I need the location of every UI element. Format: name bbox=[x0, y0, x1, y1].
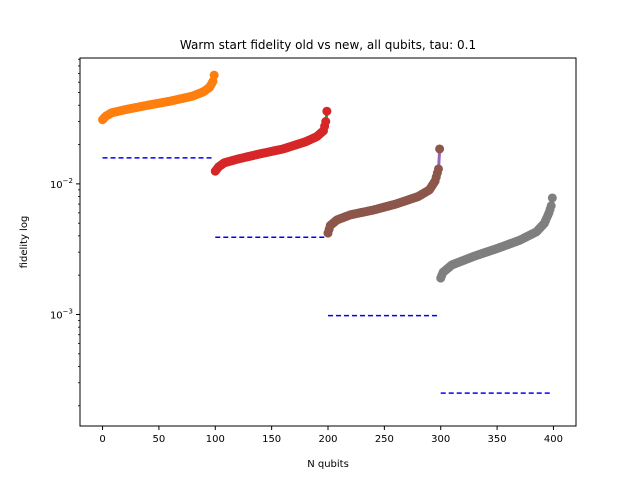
plot-marks bbox=[98, 70, 557, 394]
x-axis: 0 50 100 150 200 250 300 350 400 bbox=[99, 426, 563, 445]
x-tick-label: 300 bbox=[431, 434, 450, 445]
x-tick-label: 50 bbox=[153, 434, 166, 445]
data-point bbox=[433, 164, 443, 174]
y-tick-label: 10−3 bbox=[50, 307, 73, 321]
y-tick-label: 10−2 bbox=[50, 177, 73, 191]
y-axis-label: fidelity log bbox=[19, 216, 30, 269]
x-tick-label: 250 bbox=[375, 434, 394, 445]
series-group-2 bbox=[210, 106, 332, 239]
y-axis: 10−2 10−3 bbox=[50, 58, 80, 407]
x-axis-label: N qubits bbox=[307, 459, 349, 470]
x-tick-label: 150 bbox=[262, 434, 281, 445]
x-tick-label: 350 bbox=[488, 434, 507, 445]
x-tick-label: 400 bbox=[544, 434, 563, 445]
data-point bbox=[209, 70, 219, 80]
series-group-1 bbox=[98, 70, 219, 159]
chart-title: Warm start fidelity old vs new, all qubi… bbox=[180, 38, 476, 52]
x-tick-label: 200 bbox=[318, 434, 337, 445]
series-group-4 bbox=[436, 193, 557, 394]
data-point bbox=[546, 201, 556, 211]
x-tick-label: 100 bbox=[206, 434, 225, 445]
data-point bbox=[321, 117, 331, 127]
data-point bbox=[547, 193, 557, 203]
x-tick-label: 0 bbox=[99, 434, 105, 445]
data-point bbox=[322, 106, 332, 116]
data-point bbox=[435, 144, 445, 154]
series-group-3 bbox=[323, 144, 445, 317]
